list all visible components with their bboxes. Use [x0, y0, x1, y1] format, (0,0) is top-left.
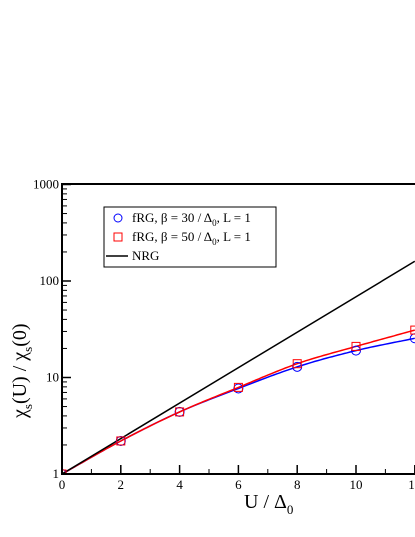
- x-axis-title: U / Δ0: [244, 491, 293, 517]
- x-tick-label: 8: [294, 477, 301, 492]
- legend-box: [103, 206, 277, 268]
- x-tick-label: 6: [235, 477, 242, 492]
- x-tick-label: 10: [350, 477, 363, 492]
- data-point-square: [351, 341, 361, 351]
- plot-frame: [61, 183, 415, 475]
- legend-entry-nrg: NRG: [106, 248, 159, 263]
- data-point-square: [292, 359, 302, 369]
- x-tick-labels: 0 2 4 6 8 10 12: [59, 477, 415, 492]
- y-tick-label: 10: [46, 370, 59, 385]
- y-axis-title: χs(U) / χs(0): [9, 323, 35, 419]
- legend-entry-frg-beta-50: fRG, β = 50 / Δ0, L = 1: [113, 229, 251, 247]
- legend-circle-marker: [113, 213, 123, 223]
- legend-label-frg-beta-30: fRG, β = 30 / Δ0, L = 1: [132, 210, 251, 228]
- y-tick-label: 1: [53, 466, 60, 481]
- x-tick-label: 2: [118, 477, 125, 492]
- data-point-square: [175, 407, 185, 417]
- legend-entry-frg-beta-30: fRG, β = 30 / Δ0, L = 1: [113, 210, 251, 228]
- data-point-square: [116, 436, 126, 446]
- y-tick-label: 1000: [33, 177, 59, 192]
- y-tick-labels: 1 10 100 1000: [33, 177, 59, 482]
- data-point-square: [233, 382, 243, 392]
- legend-label-frg-beta-50: fRG, β = 50 / Δ0, L = 1: [132, 229, 251, 247]
- x-tick-label: 4: [176, 477, 183, 492]
- series-line-2: [62, 260, 415, 474]
- series-line-1: [62, 329, 415, 474]
- x-tick-label: 12: [408, 477, 415, 492]
- legend: fRG, β = 30 / Δ0, L = 1 fRG, β = 50 / Δ0…: [103, 206, 277, 268]
- series-line-0: [62, 337, 415, 474]
- series-curves: [62, 260, 415, 474]
- legend-label-nrg: NRG: [132, 248, 159, 263]
- y-tick-label: 100: [40, 273, 60, 288]
- series-markers: [62, 325, 415, 474]
- legend-square-marker: [113, 232, 123, 242]
- x-tick-label: 0: [59, 477, 66, 492]
